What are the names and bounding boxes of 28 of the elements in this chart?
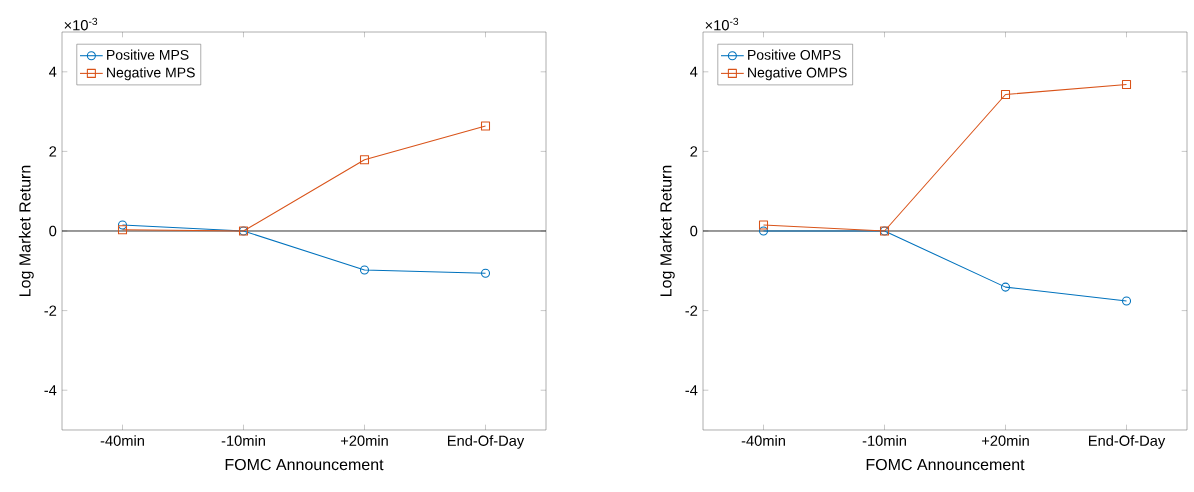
y-tick-label: 4 (690, 66, 698, 77)
x-tick-label: -10min (862, 435, 906, 446)
y-tick-label: 2 (49, 146, 57, 157)
x-tick-label: End-Of-Day (1089, 435, 1166, 449)
y-tick-label: -2 (44, 305, 57, 316)
y-tick-label: 4 (49, 66, 57, 77)
y-tick-label: -4 (685, 385, 698, 396)
text: ×10$^{-3}$ (705, 17, 739, 31)
x-axis-title: FOMC Announcement (866, 458, 1025, 471)
y-tick-label: 0 (49, 225, 57, 237)
y-tick-label: -4 (44, 385, 57, 396)
x-tick-label: +20min (340, 435, 388, 446)
y-tick-label: -2 (685, 305, 698, 316)
x-tick-label: -40min (741, 435, 785, 446)
legend-label: Positive MPS (107, 49, 189, 60)
x-tick-label: -10min (221, 435, 265, 446)
x-tick-label: +20min (981, 435, 1029, 446)
y-tick-label: 2 (690, 146, 698, 157)
legend-label: Negative MPS (107, 67, 195, 81)
y-tick-label: 0 (690, 225, 698, 237)
legend-label: Negative OMPS (748, 67, 847, 81)
y-axis-title: Log Market Return (18, 165, 34, 296)
text: ×10$^{-3}$ (64, 17, 98, 31)
x-tick-label: -40min (100, 435, 144, 446)
x-tick-label: End-Of-Day (448, 435, 525, 449)
x-axis-title: FOMC Announcement (225, 458, 384, 471)
y-axis-title: Log Market Return (659, 165, 675, 296)
legend-label: Positive OMPS (748, 49, 841, 60)
